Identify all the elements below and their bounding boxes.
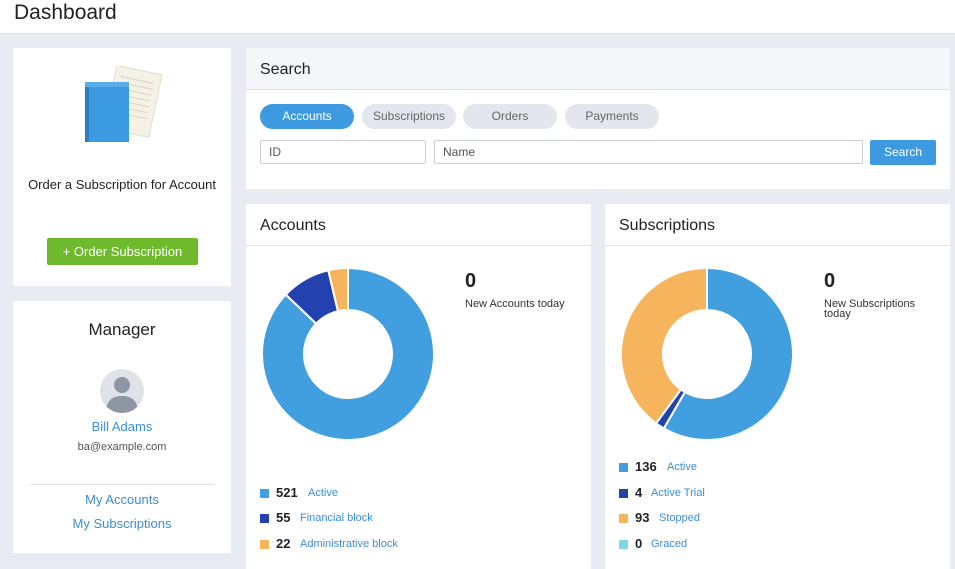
- subscriptions-header: Subscriptions: [605, 204, 950, 246]
- order-subscription-card: Order a Subscription for Account + Order…: [13, 48, 231, 286]
- avatar: [100, 369, 144, 413]
- legend-swatch: [260, 540, 269, 549]
- legend-link-active-trial[interactable]: Active Trial: [651, 487, 705, 499]
- legend-link-graced[interactable]: Graced: [651, 538, 688, 550]
- book-icon: [85, 66, 163, 142]
- manager-card: Manager Bill Adams ba@example.com My Acc…: [13, 301, 231, 553]
- my-accounts-link[interactable]: My Accounts: [85, 492, 159, 507]
- subscriptions-donut-chart: [620, 266, 794, 441]
- subscriptions-title: Subscriptions: [619, 217, 716, 234]
- accounts-slice-active[interactable]: [261, 266, 435, 441]
- manager-email: ba@example.com: [77, 441, 167, 453]
- accounts-card: Accounts 0 New Accounts today 521 Active…: [246, 204, 591, 569]
- subscriptions-slice-active[interactable]: [662, 266, 794, 441]
- legend-link-stopped[interactable]: Stopped: [659, 512, 700, 524]
- name-field[interactable]: Name: [434, 140, 863, 164]
- new-accounts-count: 0: [465, 270, 477, 292]
- accounts-slice-administrative-block[interactable]: [327, 266, 349, 313]
- legend-swatch: [260, 514, 269, 523]
- legend-link-active[interactable]: Active: [667, 461, 697, 473]
- legend-count: 136: [635, 459, 657, 474]
- tab-subscriptions[interactable]: Subscriptions: [362, 104, 456, 129]
- tab-payments[interactable]: Payments: [565, 104, 659, 129]
- accounts-title: Accounts: [260, 217, 326, 234]
- new-subscriptions-count: 0: [824, 270, 836, 292]
- legend-swatch: [260, 489, 269, 498]
- legend-swatch: [619, 514, 628, 523]
- search-title: Search: [260, 61, 311, 78]
- divider: [29, 484, 215, 485]
- new-subscriptions-label: New Subscriptions today: [824, 298, 916, 320]
- top-bar: Dashboard: [0, 0, 955, 34]
- accounts-donut-chart: [261, 266, 435, 441]
- search-header: Search: [246, 48, 950, 90]
- manager-title: Manager: [88, 320, 156, 339]
- order-subscription-text: Order a Subscription for Account: [28, 177, 216, 192]
- user-icon: [106, 377, 138, 413]
- order-subscription-button[interactable]: + Order Subscription: [47, 238, 198, 265]
- new-accounts-label: New Accounts today: [465, 298, 565, 310]
- legend-count: 55: [276, 510, 291, 525]
- legend-count: 0: [635, 536, 643, 551]
- legend-link-active[interactable]: Active: [308, 487, 338, 499]
- my-subscriptions-link[interactable]: My Subscriptions: [72, 516, 172, 531]
- legend-swatch: [619, 540, 628, 549]
- manager-name-link[interactable]: Bill Adams: [91, 419, 153, 434]
- legend-count: 93: [635, 510, 650, 525]
- tab-orders[interactable]: Orders: [463, 104, 557, 129]
- legend-link-financial-block[interactable]: Financial block: [300, 512, 373, 524]
- page-title: Dashboard: [14, 1, 117, 24]
- legend-swatch: [619, 489, 628, 498]
- tab-accounts[interactable]: Accounts: [260, 104, 354, 129]
- subscriptions-card: Subscriptions 0 New Subscriptions today …: [605, 204, 950, 569]
- subscriptions-slice-stopped[interactable]: [620, 266, 708, 425]
- legend-count: 521: [276, 485, 298, 500]
- accounts-header: Accounts: [246, 204, 591, 246]
- search-button[interactable]: Search: [870, 140, 936, 165]
- legend-count: 22: [276, 536, 291, 551]
- legend-link-administrative-block[interactable]: Administrative block: [300, 538, 398, 550]
- id-field[interactable]: ID: [260, 140, 426, 164]
- legend-swatch: [619, 463, 628, 472]
- search-card: Search Accounts Subscriptions Orders Pay…: [246, 48, 950, 189]
- legend-count: 4: [635, 485, 643, 500]
